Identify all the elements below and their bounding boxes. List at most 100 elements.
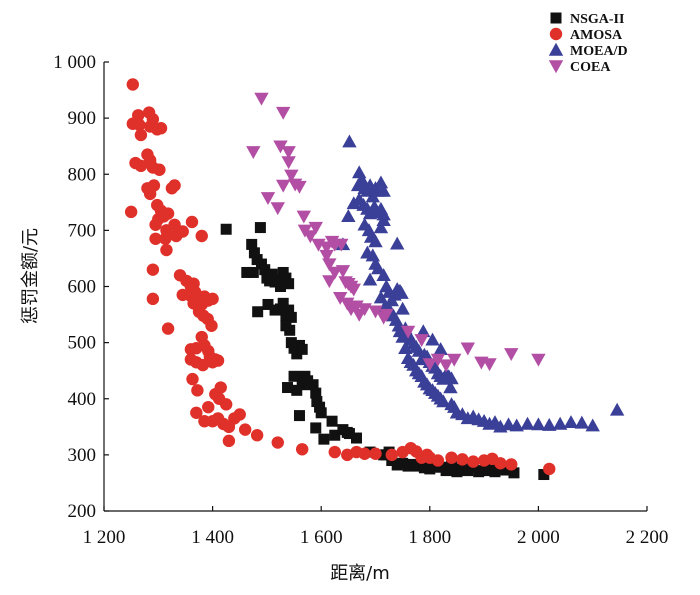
data-point [328,445,341,459]
data-point [133,118,146,132]
data-point [149,232,162,245]
data-point [275,106,291,120]
data-point [196,358,210,372]
series-moea-d [335,134,625,433]
data-point [284,169,299,183]
legend-marker [550,12,562,24]
data-point [296,210,312,224]
data-point [291,384,303,396]
data-point [319,249,334,263]
data-point [505,458,518,471]
data-point [531,353,546,367]
data-point [246,146,261,159]
data-point [326,415,338,427]
data-point [394,286,409,299]
data-point [277,297,289,309]
x-tick-label: 2 200 [626,527,669,548]
data-point [159,232,172,245]
data-point [310,422,322,434]
legend-label: NSGA-II [570,12,624,27]
data-point [333,292,348,305]
data-point [425,332,440,346]
data-points [124,78,625,481]
data-point [284,324,296,336]
data-point [543,462,556,476]
data-point [314,401,326,413]
data-point [354,172,370,186]
data-point [282,382,294,394]
data-point [283,278,295,290]
data-point [436,394,451,408]
data-point [255,258,267,270]
data-point [531,417,546,431]
data-point [520,416,535,430]
data-point [467,455,480,468]
data-point [246,238,258,250]
data-point [395,329,410,343]
data-point [195,229,208,243]
x-tick-label: 1 600 [300,527,343,548]
data-point [322,275,337,289]
data-point [416,324,431,338]
data-point [132,109,145,122]
data-point [430,353,446,367]
y-tick-label: 500 [68,333,97,354]
data-point [445,451,458,464]
data-point [390,236,405,250]
data-point [233,408,246,421]
data-point [303,230,318,244]
x-tick-label: 1 400 [191,527,234,548]
legend-marker [548,42,564,56]
data-point [275,179,291,193]
data-point [334,238,349,252]
data-point [542,417,557,431]
data-point [270,202,285,216]
data-point [329,429,341,441]
data-point [395,301,410,315]
series-coea [246,92,546,373]
data-point [285,311,297,323]
data-point [376,183,391,197]
data-point [146,263,160,276]
data-point [190,406,203,419]
data-point [318,433,330,445]
data-point [124,205,138,219]
y-tick-label: 300 [68,445,97,466]
data-point [280,272,292,284]
y-tick-label: 1 000 [53,52,96,73]
data-point [273,140,288,154]
data-point [186,372,199,386]
data-point [358,447,371,460]
data-point [385,448,398,462]
data-point [368,305,383,319]
data-point [443,380,458,394]
data-point [438,359,454,373]
data-point [563,415,579,429]
data-point [456,453,469,466]
data-point [219,398,233,411]
data-point [504,348,519,362]
data-point [609,402,625,416]
data-point [260,192,276,206]
data-point [335,265,351,278]
data-point [185,215,199,229]
data-point [307,379,319,391]
data-point [248,247,260,259]
data-point [362,272,378,286]
data-point [283,304,295,316]
data-point [342,134,357,148]
data-point [311,396,323,408]
data-point [146,113,160,126]
data-point [585,418,600,432]
data-point [191,384,204,397]
legend-marker [548,60,564,74]
data-point [220,223,232,235]
data-point [274,281,286,292]
x-tick-label: 1 200 [83,527,126,548]
data-point [288,370,300,382]
data-point [371,261,386,275]
data-point [222,434,236,448]
data-point [259,264,271,276]
data-point [211,354,225,367]
